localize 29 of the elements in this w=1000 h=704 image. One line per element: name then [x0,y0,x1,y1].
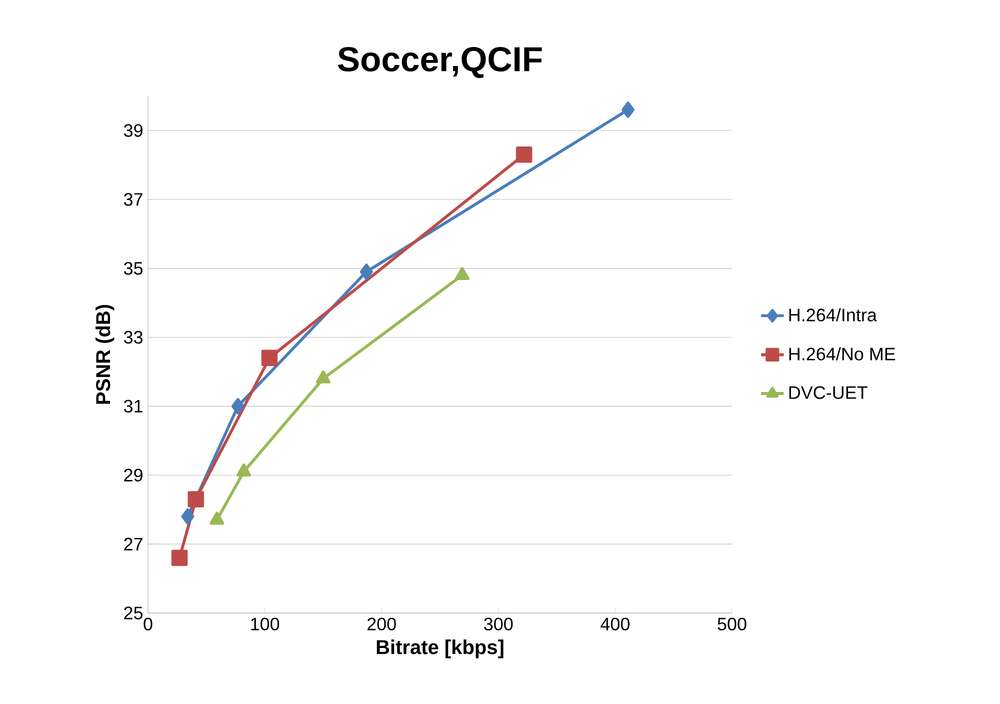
y-tick-label: 31 [124,400,142,413]
point [516,146,532,163]
x-axis-title: Bitrate [kbps] [376,640,504,658]
point [188,491,204,508]
y-tick-label: 27 [124,538,142,550]
legend-label: DVC-UET [789,386,868,399]
x-tick-label: 500 [718,618,746,630]
y-tick-label: 25 [124,606,143,620]
y-tick-label: 29 [124,468,142,482]
point [231,398,244,414]
x-tick-label: 0 [144,618,152,630]
y-tick-label: 39 [124,124,142,137]
point [181,508,194,525]
legend-label: H.264/No ME [789,347,896,360]
point [360,264,373,280]
point [622,102,635,118]
y-tick-label: 35 [124,262,143,275]
y-tick-label: 37 [124,193,142,206]
x-tick-label: 100 [251,618,280,630]
x-tick-label: 200 [367,618,396,630]
point [171,550,188,566]
y-axis-title: PSNR (dB) [96,304,114,404]
chart-title: Soccer,QCIF [338,46,542,78]
point [454,267,470,280]
point [261,350,278,366]
y-tick-label: 33 [124,330,143,344]
x-tick-label: 400 [600,618,630,630]
legend-label: H.264/Intra [789,308,877,322]
x-tick-label: 300 [484,618,513,630]
